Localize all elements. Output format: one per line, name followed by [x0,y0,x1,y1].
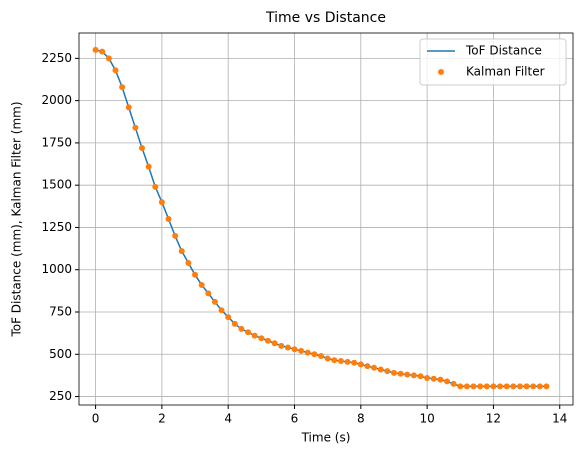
dot [516,383,523,390]
dot [92,46,99,53]
dot [218,307,225,314]
dot [510,383,517,390]
dot [344,358,351,365]
dot [271,340,278,347]
dot [278,342,285,349]
dot [138,144,145,151]
dot [417,373,424,380]
dot [178,248,185,255]
dot [318,352,325,359]
dot [251,332,258,339]
dot [205,290,212,297]
dot [198,281,205,288]
dot [543,383,550,390]
legend-swatch [438,69,444,75]
dot [331,357,338,364]
dot [497,383,504,390]
y-tick-label: 1750 [41,135,72,149]
dot [304,349,311,356]
dot [119,84,126,91]
dot [503,383,510,390]
legend-label: Kalman Filter [466,65,545,79]
dot [158,199,165,206]
dot [125,104,132,111]
dot [424,374,431,381]
y-tick-label: 500 [49,347,72,361]
dot [337,358,344,365]
y-tick-label: 2250 [41,51,72,65]
dot [463,383,470,390]
chart-title: Time vs Distance [265,10,386,26]
dot [364,363,371,370]
dot [231,320,238,327]
dot [258,335,265,342]
dot [457,383,464,390]
x-tick-label: 10 [419,412,434,426]
x-tick-label: 4 [224,412,232,426]
dot [404,371,411,378]
x-tick-label: 2 [158,412,166,426]
dot [410,372,417,379]
dot [397,370,404,377]
x-axis-label: Time (s) [301,431,351,445]
x-tick-label: 8 [357,412,365,426]
dot [483,383,490,390]
dot [390,369,397,376]
dot [112,67,119,74]
dot [284,344,291,351]
dot [99,48,106,55]
dot [351,359,358,366]
y-axis-label: ToF Distance (mm), Kalman Filter (mm) [10,101,24,337]
x-tick-label: 6 [291,412,299,426]
dot [311,351,318,358]
dot [291,346,298,353]
dot [185,259,192,266]
dot [152,183,159,190]
dot [371,364,378,371]
dot [172,232,179,239]
dot [245,329,252,336]
x-tick-label: 0 [92,412,100,426]
dot [430,375,437,382]
dot [264,337,271,344]
y-tick-label: 1000 [41,262,72,276]
x-tick-label: 12 [486,412,501,426]
dot [384,368,391,375]
dot [470,383,477,390]
dot [477,383,484,390]
dot [192,271,199,278]
y-tick-label: 1250 [41,220,72,234]
dot [145,163,152,170]
dot [530,383,537,390]
dot [377,366,384,373]
y-tick-label: 2000 [41,93,72,107]
dot [324,355,331,362]
dot [437,376,444,383]
plot-frame [78,32,574,406]
x-tick-label: 14 [552,412,567,426]
dot [490,383,497,390]
y-tick-label: 750 [49,305,72,319]
legend-label: ToF Distance [465,44,542,58]
y-tick-label: 250 [49,389,72,403]
dot [238,325,245,332]
dot [225,314,232,321]
dot [132,124,139,131]
dot [165,216,172,222]
y-tick-label: 1500 [41,178,72,192]
dot [523,383,530,390]
dot [211,298,218,305]
dot [444,378,451,385]
dot [357,361,364,368]
dot [450,380,457,387]
legend-box [419,38,567,86]
dot [105,55,112,62]
dot [298,347,305,354]
dot [536,383,543,390]
